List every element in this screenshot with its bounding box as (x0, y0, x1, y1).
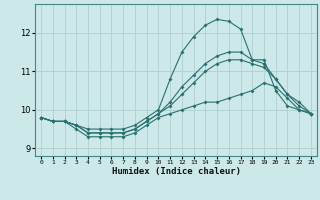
X-axis label: Humidex (Indice chaleur): Humidex (Indice chaleur) (111, 167, 241, 176)
